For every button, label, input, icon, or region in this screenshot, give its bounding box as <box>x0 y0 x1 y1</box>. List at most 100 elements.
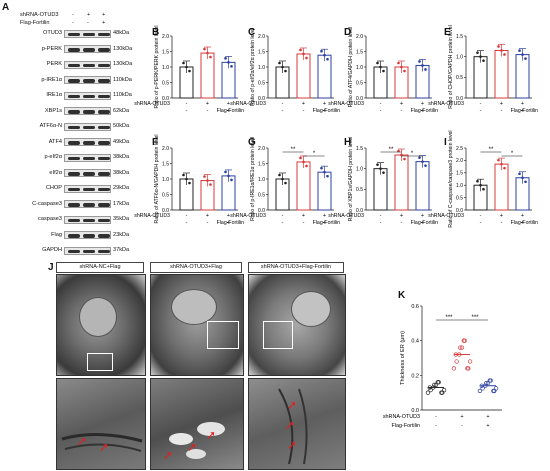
data-point <box>436 380 441 385</box>
data-point <box>479 55 482 58</box>
data-point <box>480 386 485 391</box>
flag-sign: + <box>521 108 524 114</box>
data-point <box>400 65 403 69</box>
data-point <box>188 69 191 73</box>
bar <box>317 54 332 99</box>
data-point <box>432 382 437 388</box>
svg-text:➚: ➚ <box>206 428 216 442</box>
wb-band-spot <box>68 141 80 145</box>
wb-band-spot <box>83 141 95 145</box>
sig-label: ** <box>489 147 494 153</box>
data-point <box>302 52 305 56</box>
wb-band-label: p-IRE1α <box>41 76 62 83</box>
wb-band-label: p-PERK <box>41 45 62 52</box>
wb-band-spot <box>83 79 95 83</box>
flag-sign: - <box>501 108 503 114</box>
wb-band-spot <box>83 234 95 238</box>
data-point <box>227 174 230 178</box>
wb-band-spot <box>83 32 95 36</box>
data-point <box>479 183 482 187</box>
wb-band-spot <box>98 234 110 238</box>
flag-sign: - <box>207 220 209 226</box>
micrograph-fortilin-high: ➚ ➚ ➚ <box>248 378 346 470</box>
panel-letter-j: J <box>48 262 54 273</box>
data-point <box>424 68 427 71</box>
data-point <box>483 383 488 388</box>
zoom-box <box>263 321 293 349</box>
data-point <box>185 65 188 69</box>
flag-sign: + <box>421 220 424 226</box>
bar <box>415 64 430 99</box>
data-point <box>521 53 524 56</box>
data-point <box>492 388 497 394</box>
y-tick-label: 1.0 <box>356 166 363 172</box>
wb-band-kda: 35kDa <box>113 216 130 222</box>
data-point <box>457 352 462 357</box>
data-point <box>465 366 470 371</box>
er-arrows: ➚ ➚ ➚ <box>278 388 308 465</box>
flag-sign: + <box>486 423 489 429</box>
shrna-sign: + <box>227 213 230 219</box>
chart-i-ylabel: Ratio of C-caspase/caspase3 protein leve… <box>448 130 454 227</box>
data-point <box>521 176 524 180</box>
shrna-sign: + <box>500 213 503 219</box>
shrna-sign: + <box>302 213 305 219</box>
wb-band-strip <box>64 91 111 100</box>
wb-shrna-sign-3: + <box>102 12 106 18</box>
sig-label: *** <box>445 315 453 321</box>
data-point <box>424 164 427 167</box>
data-point <box>500 162 503 166</box>
data-point <box>403 69 406 73</box>
flag-row-label: Flag-Fortilin <box>511 220 538 226</box>
wb-band-spot <box>83 94 95 98</box>
flag-sign: - <box>401 220 403 226</box>
wb-band-kda: 110kDa <box>113 92 132 98</box>
data-point <box>418 156 421 159</box>
shrna-sign: - <box>480 101 482 107</box>
micrograph-title-1: shRNA-NC+Flag <box>56 262 144 273</box>
bar <box>275 66 290 99</box>
sig-label: * <box>511 151 514 157</box>
flag-sign: - <box>186 108 188 114</box>
bar <box>296 161 311 211</box>
y-tick-label: 0.5 <box>258 192 265 198</box>
data-point <box>227 61 230 64</box>
flag-sign: - <box>282 220 284 226</box>
wb-band-label: ATF6α-N <box>39 123 62 129</box>
wb-band-kda: 38kDa <box>113 154 130 160</box>
data-point <box>491 388 496 394</box>
flag-sign: - <box>282 108 284 114</box>
shrna-sign: + <box>521 213 524 219</box>
shrna-sign: + <box>323 101 326 107</box>
shrna-sign: + <box>227 101 230 107</box>
y-tick-label: 2.0 <box>456 158 463 164</box>
y-tick-label: 1.5 <box>456 171 463 177</box>
wb-band-strip <box>64 29 111 38</box>
shrna-row-label: shRNA-OTUD3 <box>328 101 364 107</box>
flag-sign: - <box>380 108 382 114</box>
zoom-box <box>87 353 113 371</box>
y-tick-label: 0.0 <box>162 208 169 214</box>
data-point <box>302 160 305 164</box>
data-point <box>484 380 489 386</box>
flag-sign: - <box>303 108 305 114</box>
shrna-sign: - <box>480 213 482 219</box>
flag-sign: - <box>303 220 305 226</box>
bar <box>179 178 194 211</box>
data-point <box>397 149 400 153</box>
shrna-sign: - <box>380 101 382 107</box>
wb-band-strip <box>64 122 111 131</box>
y-tick-label: 1.0 <box>162 65 169 71</box>
data-point <box>467 359 473 364</box>
data-point <box>421 160 424 163</box>
wb-band-kda: 130kDa <box>113 61 133 67</box>
y-tick-label: 1.0 <box>456 54 463 60</box>
data-point <box>182 61 185 65</box>
wb-band-spot <box>98 63 110 67</box>
shrna-sign: - <box>380 213 382 219</box>
nucleus <box>291 291 331 327</box>
panel-letter-i: I <box>444 137 447 148</box>
sig-label: ** <box>389 147 394 153</box>
chart-k-ylabel: Thickness of ER (μm) <box>400 331 406 385</box>
data-point <box>323 53 326 57</box>
